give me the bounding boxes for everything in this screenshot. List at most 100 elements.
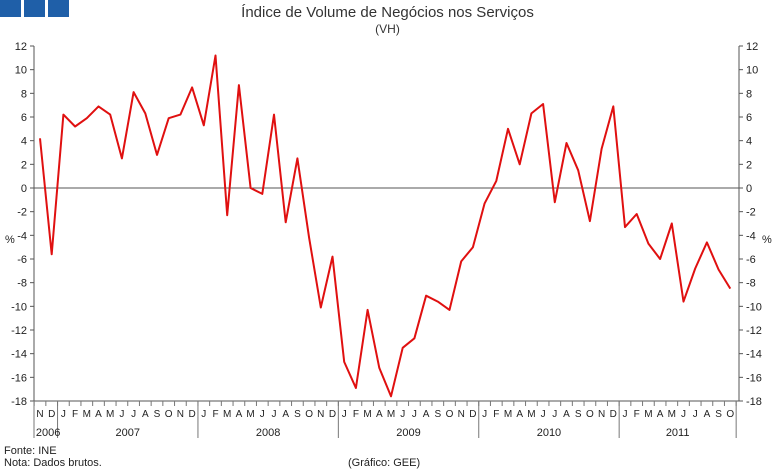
- x-month-label: N: [317, 409, 324, 420]
- logo: [0, 0, 69, 17]
- x-month-label: O: [165, 409, 173, 420]
- x-month-label: D: [469, 409, 476, 420]
- y-tick-label-left: 8: [21, 88, 27, 100]
- y-tick-label-left: 6: [21, 112, 27, 124]
- y-tick-label-left: 4: [21, 136, 27, 148]
- x-month-label: A: [282, 409, 289, 420]
- y-tick-label-left: -4: [17, 230, 27, 242]
- x-month-label: S: [715, 409, 722, 420]
- x-month-label: J: [623, 409, 628, 420]
- y-tick-label-right: 8: [746, 88, 752, 100]
- x-month-label: D: [48, 409, 55, 420]
- y-tick-label-left: -12: [11, 325, 27, 337]
- logo-square: [0, 0, 21, 17]
- x-month-label: M: [387, 409, 395, 420]
- y-tick-label-right: -14: [746, 349, 762, 361]
- y-tick-label-right: 6: [746, 112, 752, 124]
- y-tick-label-left: -6: [17, 254, 27, 266]
- x-month-label: M: [363, 409, 371, 420]
- y-tick-label-left: -16: [11, 372, 27, 384]
- x-month-label: F: [212, 409, 218, 420]
- x-month-label: S: [294, 409, 301, 420]
- x-month-label: J: [482, 409, 487, 420]
- x-month-label: F: [353, 409, 359, 420]
- chart-title: Índice de Volume de Negócios nos Serviço…: [241, 4, 534, 21]
- y-tick-label-right: 12: [746, 41, 758, 53]
- x-month-label: J: [342, 409, 347, 420]
- source-text: Fonte: INE: [4, 445, 57, 457]
- x-month-label: O: [446, 409, 454, 420]
- x-month-label: J: [681, 409, 686, 420]
- x-month-label: J: [412, 409, 417, 420]
- x-month-label: A: [236, 409, 243, 420]
- year-label: 2011: [666, 427, 690, 439]
- y-tick-label-left: 12: [15, 41, 27, 53]
- x-month-label: J: [61, 409, 66, 420]
- y-tick-label-right: -6: [746, 254, 756, 266]
- x-month-label: M: [106, 409, 114, 420]
- x-month-label: J: [131, 409, 136, 420]
- x-month-label: J: [541, 409, 546, 420]
- y-tick-label-left: -18: [11, 396, 27, 408]
- y-tick-label-left: -14: [11, 349, 27, 361]
- x-month-label: M: [223, 409, 231, 420]
- y-tick-label-right: -4: [746, 230, 756, 242]
- year-label: 2009: [396, 427, 420, 439]
- x-month-label: N: [458, 409, 465, 420]
- logo-square: [24, 0, 45, 17]
- y-axis-label-left: %: [5, 234, 15, 246]
- x-month-label: N: [598, 409, 605, 420]
- y-tick-label-left: 10: [15, 65, 27, 77]
- y-tick-label-right: 10: [746, 65, 758, 77]
- x-month-label: A: [516, 409, 523, 420]
- x-month-label: O: [586, 409, 594, 420]
- year-label: 2008: [256, 427, 280, 439]
- x-month-label: M: [504, 409, 512, 420]
- x-month-label: J: [272, 409, 277, 420]
- y-tick-label-right: 4: [746, 136, 752, 148]
- x-month-label: F: [493, 409, 499, 420]
- y-tick-label-left: 0: [21, 183, 27, 195]
- y-tick-label-left: -8: [17, 278, 27, 290]
- y-tick-label-left: -10: [11, 301, 27, 313]
- x-month-label: J: [260, 409, 265, 420]
- x-month-label: S: [434, 409, 441, 420]
- x-month-label: D: [188, 409, 195, 420]
- x-month-label: J: [400, 409, 405, 420]
- series-line: [39, 54, 732, 398]
- logo-square: [48, 0, 69, 17]
- x-month-label: S: [154, 409, 161, 420]
- y-tick-label-right: 2: [746, 159, 752, 171]
- y-tick-label-right: 0: [746, 183, 752, 195]
- x-month-label: A: [95, 409, 102, 420]
- y-tick-label-left: -2: [17, 207, 27, 219]
- x-month-label: A: [704, 409, 711, 420]
- chart-subtitle: (VH): [375, 22, 400, 36]
- x-month-label: J: [552, 409, 557, 420]
- x-month-label: N: [36, 409, 43, 420]
- x-month-label: M: [668, 409, 676, 420]
- credit-text: (Gráfico: GEE): [348, 457, 421, 469]
- year-label: 2006: [36, 427, 60, 439]
- x-month-label: J: [201, 409, 206, 420]
- note-text: Nota: Dados brutos.: [4, 457, 102, 469]
- y-tick-label-left: 2: [21, 159, 27, 171]
- y-tick-label-right: -18: [746, 396, 762, 408]
- y-tick-label-right: -8: [746, 278, 756, 290]
- x-month-label: S: [575, 409, 582, 420]
- x-month-label: M: [83, 409, 91, 420]
- x-month-label: A: [142, 409, 149, 420]
- x-month-label: J: [119, 409, 124, 420]
- x-month-label: A: [376, 409, 383, 420]
- x-month-label: M: [246, 409, 254, 420]
- x-month-label: O: [726, 409, 734, 420]
- x-month-label: M: [527, 409, 535, 420]
- x-month-label: J: [693, 409, 698, 420]
- x-month-label: A: [423, 409, 430, 420]
- x-month-label: A: [657, 409, 664, 420]
- y-tick-label-right: -12: [746, 325, 762, 337]
- x-month-label: N: [177, 409, 184, 420]
- y-tick-label-right: -10: [746, 301, 762, 313]
- x-month-label: F: [634, 409, 640, 420]
